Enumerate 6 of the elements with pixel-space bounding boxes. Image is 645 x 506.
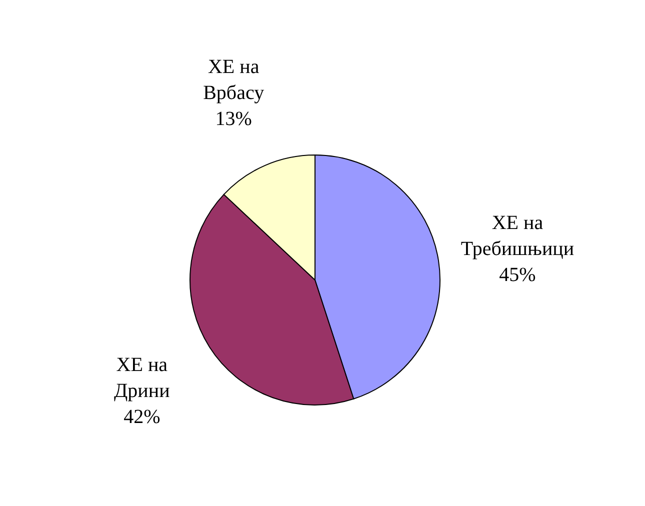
slice-label: ХЕ на Врбасу [203,56,264,104]
slice-label: ХЕ на Требишњици [460,212,574,260]
data-label: 42% [124,406,160,428]
slice-label: ХЕ на Дрини [114,354,170,402]
data-label: 13% [215,108,252,130]
data-label: 45% [499,264,536,286]
